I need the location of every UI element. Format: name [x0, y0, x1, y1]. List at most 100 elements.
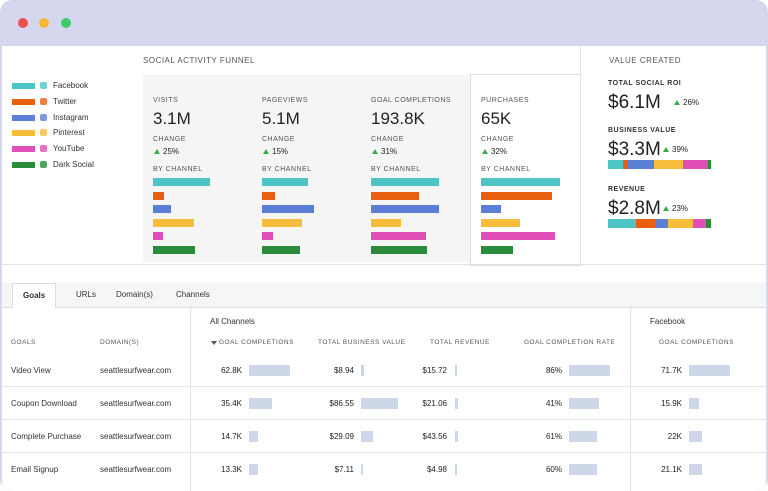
column-header: GOALS — [11, 339, 36, 346]
legend-icon — [40, 161, 47, 168]
channel-bar — [371, 205, 439, 214]
change-value: 25% — [163, 147, 180, 156]
cell-bar — [569, 365, 610, 376]
channel-bar — [481, 218, 520, 227]
value-segment — [623, 160, 628, 169]
channel-bar — [481, 246, 513, 254]
up-arrow — [372, 149, 378, 154]
metric-label: PURCHASES — [481, 97, 530, 104]
cell-bar — [455, 431, 458, 442]
legend-swatch — [12, 83, 35, 89]
divider — [630, 308, 631, 491]
value-segment — [654, 160, 683, 169]
up-arrow — [263, 149, 269, 154]
cell-value: $43.56 — [422, 432, 447, 441]
legend-label: Dark Social — [53, 160, 94, 169]
change-value: 26% — [683, 98, 700, 107]
channel-bar — [371, 218, 401, 227]
cell-value: $7.11 — [334, 465, 354, 474]
change-label: CHANGE — [262, 136, 295, 143]
metric-value: 5.1M — [262, 109, 300, 128]
cell-value: 62.8K — [221, 366, 242, 375]
channel-bar — [153, 205, 171, 214]
by-channel-label: BY CHANNEL — [481, 166, 531, 173]
legend-label: Instagram — [53, 112, 89, 122]
value-segment — [668, 219, 693, 228]
domain: seattlesurfwear.com — [100, 366, 172, 375]
tab[interactable]: Goals — [12, 283, 57, 309]
cell-value: 41% — [545, 399, 562, 408]
cell-value: 21.1K — [661, 465, 682, 474]
column-header[interactable]: GOAL COMPLETIONS — [219, 339, 294, 346]
metric-label: VISITS — [153, 97, 179, 104]
cell-bar — [689, 464, 702, 475]
tab[interactable]: Domain(s) — [116, 290, 153, 299]
cell-value: 13.3K — [221, 465, 242, 474]
sort-icon — [211, 341, 217, 345]
channel-bar — [481, 232, 555, 241]
column-header[interactable]: GOAL COMPLETION RATE — [524, 339, 616, 346]
value-segment — [693, 219, 706, 228]
cell-value: $21.06 — [422, 399, 447, 408]
channel-bar — [262, 205, 314, 214]
section-title: VALUE CREATED — [609, 56, 681, 65]
minimize-button[interactable] — [39, 18, 49, 28]
legend-label: Twitter — [53, 96, 77, 106]
change-label: CHANGE — [481, 136, 514, 143]
column-header[interactable]: GOAL COMPLETIONS — [659, 339, 734, 346]
column-header[interactable]: TOTAL BUSINESS VALUE — [318, 339, 406, 346]
metric-label: REVENUE — [608, 186, 646, 193]
maximize-button[interactable] — [61, 18, 71, 28]
funnel-panel — [143, 75, 470, 262]
group-header: All Channels — [210, 317, 255, 326]
legend-label: Facebook — [53, 81, 89, 90]
channel-bar — [262, 232, 273, 241]
channel-bar — [371, 246, 427, 254]
goal-name[interactable]: Complete Purchase — [11, 432, 82, 441]
cell-value: 86% — [545, 366, 562, 375]
cell-bar — [361, 398, 398, 409]
cell-bar — [249, 464, 258, 475]
channel-bar — [371, 178, 439, 186]
channel-bar — [262, 178, 308, 186]
value-segment — [655, 219, 668, 228]
cell-bar — [361, 365, 364, 376]
legend-swatch — [12, 146, 35, 153]
channel-bar — [481, 205, 501, 214]
channel-bar — [153, 218, 194, 227]
cell-bar — [455, 365, 457, 376]
legend-icon — [40, 113, 47, 121]
legend-icon — [40, 97, 47, 105]
cell-bar — [689, 365, 730, 376]
up-arrow — [154, 149, 160, 154]
channel-bar — [153, 232, 163, 241]
metric-label: TOTAL SOCIAL ROI — [608, 80, 682, 87]
up-arrow — [663, 147, 669, 152]
cell-bar — [569, 431, 597, 442]
legend-swatch — [12, 98, 35, 105]
metric-label: BUSINESS VALUE — [608, 127, 676, 134]
domain: seattlesurfwear.com — [100, 432, 172, 441]
metric-value: 3.1M — [153, 109, 191, 128]
tab[interactable]: URLs — [76, 290, 97, 299]
cell-bar — [249, 365, 290, 376]
row-divider — [2, 386, 766, 387]
goal-name[interactable]: Coupon Download — [11, 399, 77, 408]
metric-label: PAGEVIEWS — [262, 97, 308, 104]
domain: seattlesurfwear.com — [100, 465, 172, 474]
legend-label: Pinterest — [53, 128, 85, 138]
metric-value: 193.8K — [371, 109, 425, 128]
legend-label: YouTube — [53, 144, 85, 154]
metric-value: $3.3M — [608, 139, 661, 160]
channel-bar — [262, 218, 302, 227]
goal-name[interactable]: Video View — [11, 366, 51, 375]
tab[interactable]: Channels — [176, 290, 210, 299]
column-header: DOMAIN(S) — [100, 339, 140, 346]
legend-swatch — [12, 114, 35, 121]
close-button[interactable] — [18, 18, 28, 28]
cell-value: 60% — [545, 465, 562, 474]
legend-icon — [40, 82, 47, 89]
column-header[interactable]: TOTAL REVENUE — [430, 339, 490, 346]
goal-name[interactable]: Email Signup — [11, 465, 59, 474]
channel-bar — [262, 246, 300, 254]
